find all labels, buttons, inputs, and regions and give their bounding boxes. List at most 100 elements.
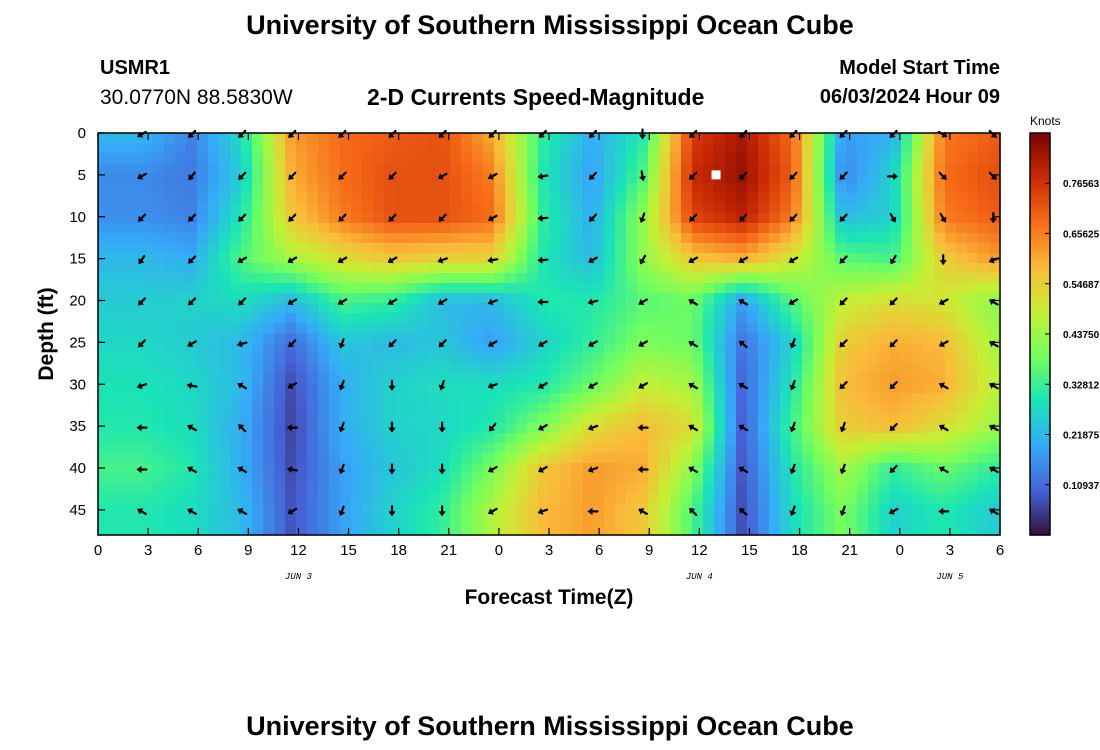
- heatmap-cell: [989, 223, 1001, 234]
- heatmap-cell: [989, 193, 1001, 204]
- heatmap-cell: [978, 323, 990, 334]
- heatmap-cell: [406, 203, 418, 214]
- heatmap-cell: [296, 143, 308, 154]
- heatmap-cell: [142, 423, 154, 434]
- heatmap-cell: [923, 383, 935, 394]
- heatmap-cell: [142, 153, 154, 164]
- heatmap-cell: [560, 283, 572, 294]
- heatmap-cell: [175, 523, 187, 534]
- heatmap-cell: [593, 243, 605, 254]
- heatmap-cell: [439, 313, 451, 324]
- heatmap-cell: [186, 523, 198, 534]
- heatmap-cell: [703, 223, 715, 234]
- heatmap-cell: [835, 293, 847, 304]
- heatmap-cell: [483, 493, 495, 504]
- heatmap-cell: [857, 233, 869, 244]
- heatmap-cell: [384, 413, 396, 424]
- heatmap-cell: [230, 383, 242, 394]
- heatmap-cell: [274, 323, 286, 334]
- heatmap-cell: [890, 303, 902, 314]
- heatmap-cell: [571, 213, 583, 224]
- heatmap-cell: [549, 143, 561, 154]
- colorbar-step: [1030, 267, 1050, 270]
- colorbar-step: [1030, 443, 1050, 446]
- heatmap-cell: [560, 523, 572, 534]
- colorbar-step: [1030, 261, 1050, 264]
- heatmap-cell: [494, 523, 506, 534]
- heatmap-cell: [219, 393, 231, 404]
- heatmap-cell: [890, 523, 902, 534]
- heatmap-cell: [219, 373, 231, 384]
- heatmap-cell: [912, 513, 924, 524]
- heatmap-cell: [483, 483, 495, 494]
- colorbar-step: [1030, 141, 1050, 144]
- heatmap-cell: [714, 493, 726, 504]
- heatmap-cell: [967, 303, 979, 314]
- heatmap-cell: [318, 213, 330, 224]
- heatmap-cell: [769, 363, 781, 374]
- heatmap-cell: [560, 443, 572, 454]
- heatmap-cell: [142, 143, 154, 154]
- heatmap-cell: [516, 263, 528, 274]
- current-arrow: [689, 507, 698, 517]
- heatmap-cell: [219, 523, 231, 534]
- current-arrow: [537, 256, 549, 264]
- heatmap-cell: [351, 493, 363, 504]
- heatmap-cell: [747, 233, 759, 244]
- heatmap-cell: [879, 243, 891, 254]
- colorbar-step: [1030, 257, 1050, 260]
- heatmap-cell: [923, 303, 935, 314]
- heatmap-cell: [351, 153, 363, 164]
- heatmap-cell: [219, 173, 231, 184]
- heatmap-cell: [626, 283, 638, 294]
- heatmap-cell: [912, 203, 924, 214]
- heatmap-cell: [857, 493, 869, 504]
- current-arrow: [939, 212, 947, 223]
- heatmap-cell: [813, 423, 825, 434]
- heatmap-cell: [120, 133, 132, 144]
- heatmap-cell: [769, 203, 781, 214]
- heatmap-cell: [978, 303, 990, 314]
- heatmap-cell: [384, 153, 396, 164]
- heatmap-cell: [681, 223, 693, 234]
- heatmap-cell: [263, 263, 275, 274]
- colorbar-step: [1030, 301, 1050, 304]
- heatmap-cell: [879, 523, 891, 534]
- heatmap-cell: [164, 353, 176, 364]
- heatmap-cell: [241, 163, 253, 174]
- heatmap-cell: [637, 203, 649, 214]
- heatmap-cell: [879, 303, 891, 314]
- heatmap-cell: [791, 293, 803, 304]
- heatmap-cell: [648, 163, 660, 174]
- heatmap-cell: [813, 273, 825, 284]
- heatmap-cell: [395, 333, 407, 344]
- colorbar-step: [1030, 401, 1050, 404]
- colorbar-step: [1030, 315, 1050, 318]
- heatmap-cell: [318, 433, 330, 444]
- heatmap-cell: [736, 293, 748, 304]
- colorbar-step: [1030, 221, 1050, 224]
- heatmap-cell: [208, 193, 220, 204]
- heatmap-cell: [274, 353, 286, 364]
- heatmap-cell: [593, 373, 605, 384]
- heatmap-cell: [538, 493, 550, 504]
- heatmap-cell: [175, 203, 187, 214]
- heatmap-cell: [670, 133, 682, 144]
- heatmap-cell: [439, 303, 451, 314]
- heatmap-cell: [373, 493, 385, 504]
- heatmap-cell: [120, 163, 132, 174]
- heatmap-cell: [252, 213, 264, 224]
- heatmap-cell: [307, 353, 319, 364]
- heatmap-cell: [923, 233, 935, 244]
- heatmap-cell: [142, 393, 154, 404]
- heatmap-cell: [450, 443, 462, 454]
- heatmap-cell: [142, 253, 154, 264]
- heatmap-cell: [373, 193, 385, 204]
- heatmap-cell: [472, 373, 484, 384]
- current-arrow: [338, 213, 347, 222]
- heatmap-cell: [703, 503, 715, 514]
- heatmap-cell: [923, 473, 935, 484]
- heatmap-cell: [791, 153, 803, 164]
- heatmap-cell: [802, 223, 814, 234]
- heatmap-cell: [681, 343, 693, 354]
